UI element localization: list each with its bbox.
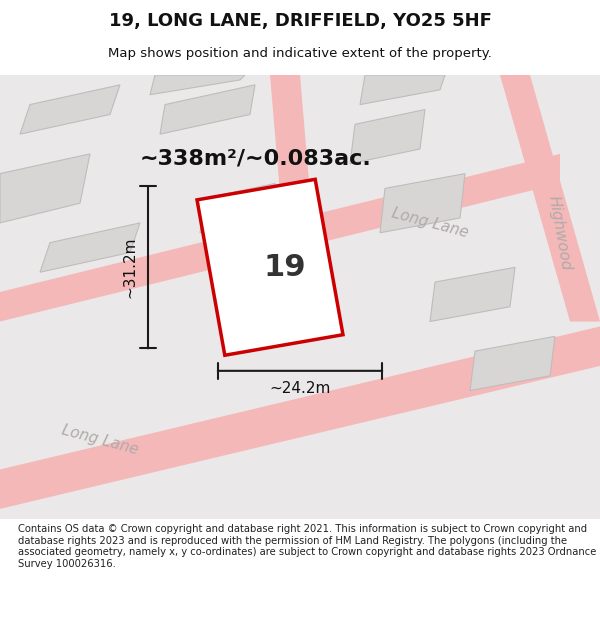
Text: ~31.2m: ~31.2m bbox=[122, 236, 137, 298]
Polygon shape bbox=[380, 174, 465, 232]
Polygon shape bbox=[160, 85, 255, 134]
Polygon shape bbox=[470, 336, 555, 391]
Text: Long Lane: Long Lane bbox=[390, 206, 470, 241]
Polygon shape bbox=[197, 179, 343, 355]
Text: Contains OS data © Crown copyright and database right 2021. This information is : Contains OS data © Crown copyright and d… bbox=[18, 524, 596, 569]
Text: Long Lane: Long Lane bbox=[60, 422, 140, 457]
Polygon shape bbox=[200, 184, 275, 232]
Polygon shape bbox=[350, 109, 425, 164]
Text: ~24.2m: ~24.2m bbox=[269, 381, 331, 396]
Polygon shape bbox=[150, 75, 245, 95]
Text: Highwood: Highwood bbox=[546, 194, 574, 271]
Polygon shape bbox=[270, 75, 310, 193]
Polygon shape bbox=[430, 268, 515, 321]
Polygon shape bbox=[0, 154, 90, 223]
Text: ~338m²/~0.083ac.: ~338m²/~0.083ac. bbox=[139, 149, 371, 169]
Text: Map shows position and indicative extent of the property.: Map shows position and indicative extent… bbox=[108, 48, 492, 61]
Polygon shape bbox=[20, 85, 120, 134]
Text: 19, LONG LANE, DRIFFIELD, YO25 5HF: 19, LONG LANE, DRIFFIELD, YO25 5HF bbox=[109, 12, 491, 30]
Polygon shape bbox=[0, 154, 560, 321]
Polygon shape bbox=[0, 326, 600, 509]
Polygon shape bbox=[500, 75, 600, 321]
Polygon shape bbox=[360, 75, 445, 104]
Text: 19: 19 bbox=[263, 253, 307, 282]
Polygon shape bbox=[40, 223, 140, 272]
